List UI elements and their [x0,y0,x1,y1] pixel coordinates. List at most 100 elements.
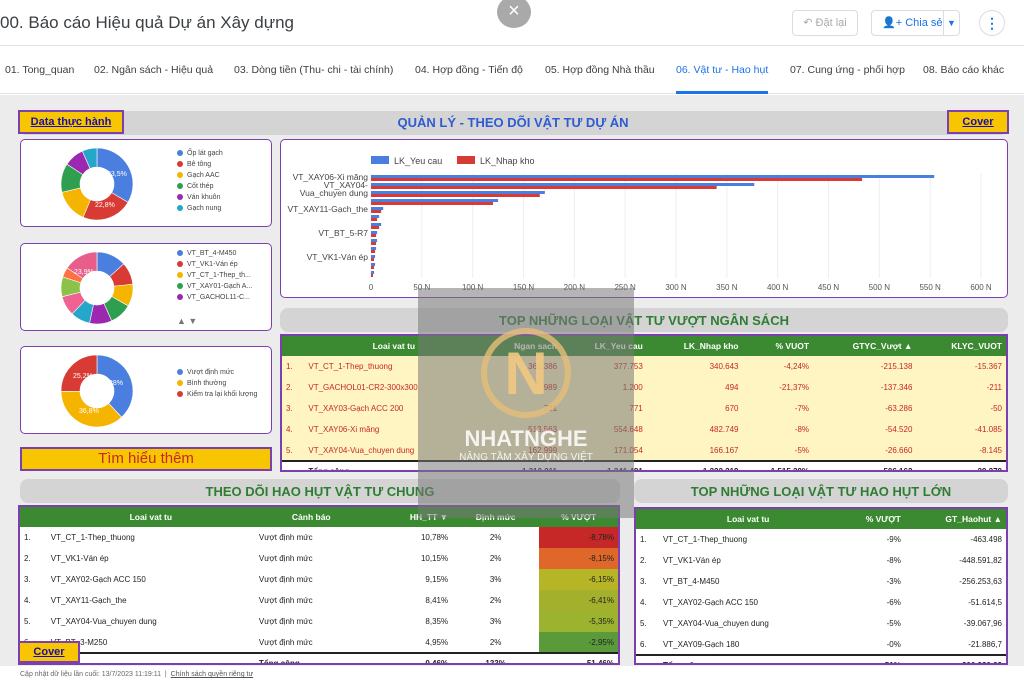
pie1-slice[interactable] [81,147,98,169]
bar-mark[interactable] [371,274,374,277]
tab-hop-dong-nha-thau[interactable]: 05. Hợp đồng Nhà thầu [545,64,655,76]
table-row[interactable]: 3. VT_XAY02-Gạch ACC 150 Vượt định mức 9,15… [20,569,618,590]
bar-chart[interactable]: LK_Yeu cau LK_Nhap kho 0 50 N 100 N 150 N 200 … [281,140,1007,297]
table-row[interactable]: 5. VT_XAY04-Vua_chuyen dung Vượt định mức 8… [20,611,618,632]
pie1-legend-item[interactable]: Gạch AAC [177,172,223,183]
pie2-legend-item[interactable]: VT_GACHOL11-C... [177,294,252,305]
pie-chart-1[interactable] [57,146,137,222]
tab-ngan-sach[interactable]: 02. Ngân sách - Hiệu quả [94,64,214,76]
bar-mark[interactable] [371,215,380,218]
pie3-slice[interactable] [60,354,98,392]
table-row[interactable]: 4.VT_XAY06-Xi măng513.563554.648482.749-… [282,419,1006,440]
table-row[interactable]: 2.VT_GACHOL01-CR2-300x3009891.200494-21,… [282,377,1006,398]
bar-mark[interactable] [371,191,545,194]
bar-mark[interactable] [371,242,377,245]
table-row[interactable]: 4. VT_XAY11-Gạch_the Vượt định mức 8,41% 2% -… [20,590,618,611]
tim-hieu-them-button[interactable]: Tìm hiểu thêm [20,447,272,471]
loss-cell: 3. [24,575,31,584]
table-row[interactable]: 1. VT_CT_1-Thep_thuong -9% -463.498 [636,529,1006,550]
bar-mark[interactable] [371,199,499,202]
legend-pager-icon[interactable]: ▲ ▼ [177,316,198,326]
bar-mark[interactable] [371,271,375,274]
tab-vat-tu[interactable]: 06. Vật tư - Hao hụt [676,64,769,76]
table-row[interactable]: 5.VT_XAY04-Vua_chuyen dung162.999171.054… [282,440,1006,461]
bar-mark[interactable] [371,226,380,229]
bar-mark[interactable] [371,223,382,226]
bar-mark[interactable] [371,247,377,250]
biggest-table[interactable]: Loai vat tu% VƯỢT GT_Haohut ▲ 1. VT_CT_1-Th… [634,507,1008,665]
bar-category-label: VT_VK1-Ván ép [307,252,369,262]
table-row[interactable]: 6. VT_XAY09-Gạch 180 -0% -21.886,7 [636,634,1006,655]
tab-cung-ung[interactable]: 07. Cung ứng - phối hợp [790,64,905,76]
bar-mark[interactable] [371,255,376,258]
more-options-icon[interactable]: ⋮ [979,10,1005,36]
pie3-legend-item[interactable]: Kiểm tra lại khối lượng [177,391,257,402]
bar-xtick-label: 450 N [818,283,840,292]
pie2-legend-item[interactable]: VT_BT_4-M450 [177,250,252,261]
page-tabs: 01. Tong_quan 02. Ngân sách - Hiệu quả 0… [0,46,1024,94]
bar-mark[interactable] [371,239,378,242]
privacy-link[interactable]: Chính sách quyền riêng tư [170,671,254,678]
table-row[interactable]: 4. VT_XAY02-Gạch ACC 150 -6% -51.614,5 [636,592,1006,613]
budget-cell: 1. [286,362,293,371]
pie2-slice[interactable] [66,251,98,279]
pie2-legend-item[interactable]: VT_XAY01-Gạch A... [177,283,252,294]
pie2-legend-item[interactable]: VT_CT_1-Thep_th... [177,272,252,283]
bar-mark[interactable] [371,186,717,189]
table-row[interactable]: 2. VT_VK1-Ván ép Vượt định mức 10,15% 2% -8,1… [20,548,618,569]
reset-button[interactable]: ↶ Đặt lại [792,10,858,36]
pie3-legend-item[interactable]: Vượt định mức [177,369,257,380]
pie1-legend-item[interactable]: Gạch nung [177,205,223,216]
chevron-down-icon[interactable]: ▼ [943,11,959,35]
bar-mark[interactable] [371,210,382,213]
data-thuc-hanh-button[interactable]: Data thực hành [18,110,124,134]
pie1-legend-item[interactable]: Ốp lát gạch [177,150,223,161]
table-row[interactable]: 2. VT_VK1-Ván ép -8% -448.591,82 [636,550,1006,571]
table-row[interactable]: 3.VT_XAY03-Gạch ACC 200721771670-7%-63.2… [282,398,1006,419]
pie3-slice[interactable] [60,390,123,428]
tab-hop-dong[interactable]: 04. Hợp đồng - Tiến độ [415,64,523,76]
bar-legend-label[interactable]: LK_Yeu cau [394,156,442,166]
bar-mark[interactable] [371,202,493,205]
bar-mark[interactable] [371,178,863,181]
biggest-header-cell [636,509,659,529]
bar-mark[interactable] [371,175,935,178]
table-row[interactable]: 1. VT_CT_1-Thep_thuong Vượt định mức 10,78%… [20,527,618,548]
cover-button-bottom[interactable]: Cover [18,641,80,663]
table-row[interactable]: 3. VT_BT_4-M450 -3% -256.253,63 [636,571,1006,592]
bar-mark[interactable] [371,263,376,266]
share-button[interactable]: 👤+ Chia sẻ ▼ [871,10,960,36]
bar-mark[interactable] [371,194,540,197]
legend-dot-icon [177,380,183,387]
tab-dong-tien[interactable]: 03. Dòng tiền (Thu- chi - tài chính) [234,64,394,76]
bar-legend-label[interactable]: LK_Nhap kho [480,156,535,166]
bar-mark[interactable] [371,183,755,186]
bar-mark[interactable] [371,258,375,261]
close-icon[interactable]: × [497,0,531,28]
pie3-legend-item[interactable]: Bình thường [177,380,257,391]
pie3-slice[interactable] [96,354,134,418]
bar-mark[interactable] [371,234,377,237]
bar-mark[interactable] [371,231,378,234]
pie1-slice[interactable] [96,147,134,203]
table-row[interactable]: 1.VT_CT_1-Thep_thuong362.386377.753340.6… [282,356,1006,377]
pie-chart-3[interactable] [57,353,137,429]
bar-mark[interactable] [371,266,375,269]
pie-chart-2[interactable] [57,250,137,326]
tab-bao-cao-khac[interactable]: 08. Báo cáo khác [923,64,1005,76]
table-row[interactable]: 5. VT_XAY04-Vua_chuyen dung -5% -39.067,96 [636,613,1006,634]
bar-mark[interactable] [371,250,376,253]
pie1-legend-item[interactable]: Bê tông [177,161,223,172]
pie1-legend-item[interactable]: Cốt thép [177,183,223,194]
cover-button-top[interactable]: Cover [947,110,1009,134]
loss-total-cell: 51,46% [539,652,618,663]
pie1-legend-item[interactable]: Ván khuôn [177,194,223,205]
bar-mark[interactable] [371,218,378,221]
budget-cell: -215.138 [880,362,913,371]
tab-tong-quan[interactable]: 01. Tong_quan [5,64,75,76]
bar-mark[interactable] [371,207,384,210]
pie2-legend-item[interactable]: VT_VK1-Ván ép [177,261,252,272]
